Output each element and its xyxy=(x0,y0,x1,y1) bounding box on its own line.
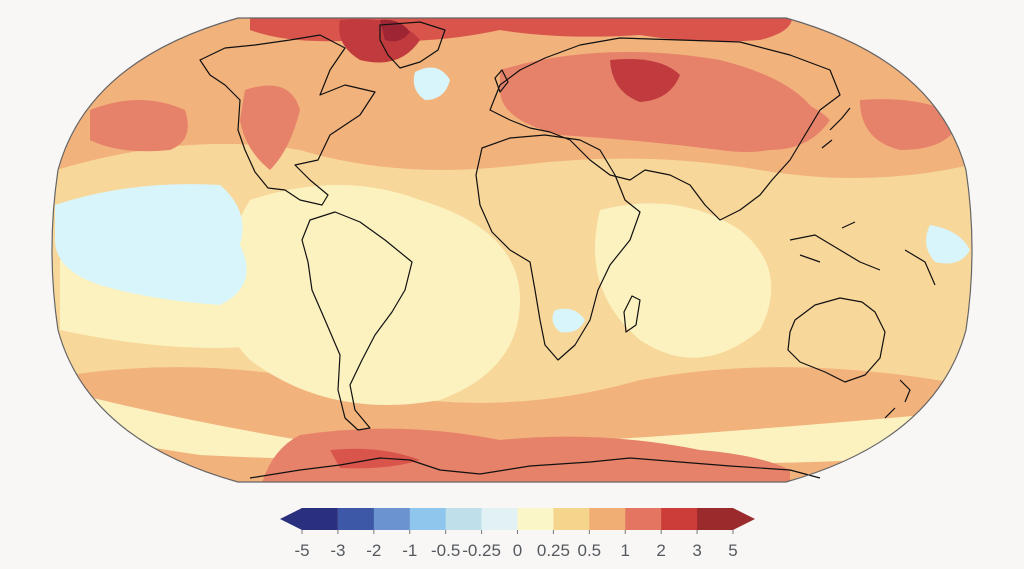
colorbar-segment xyxy=(409,508,447,530)
uk-coast xyxy=(494,69,509,93)
field-pacific-cool xyxy=(55,184,247,305)
colorbar-segment xyxy=(517,508,554,530)
australia-coast xyxy=(787,297,886,383)
colorbar-tick-label: 0.25 xyxy=(536,541,570,560)
colorbar-segment xyxy=(661,508,698,530)
colorbar-segment xyxy=(373,508,411,530)
map-frame xyxy=(51,17,973,483)
madagascar-coast xyxy=(623,295,641,333)
field-indian-neutral xyxy=(595,203,772,358)
colorbar-segment xyxy=(697,508,755,530)
color-legend: -5 -3 -2 -1 -0.5 -0.25 0 0.25 0.5 1 2 3 5 xyxy=(280,505,755,565)
colorbar-tick-label: -2 xyxy=(366,541,382,560)
new-zealand-coast xyxy=(884,379,911,419)
field-antarctic-hot xyxy=(260,428,790,482)
colorbar-tick-label: -3 xyxy=(330,541,346,560)
field-canada-hot xyxy=(240,85,300,170)
colorbar-segment xyxy=(337,508,375,530)
africa-coast xyxy=(475,134,641,361)
eurasia-coast xyxy=(489,37,841,221)
coastlines xyxy=(199,21,936,479)
colorbar-segment xyxy=(589,508,626,530)
field-siberia-hottest xyxy=(610,59,680,102)
north-america-coast xyxy=(199,34,376,206)
field-nwpacific-hot xyxy=(860,99,960,150)
colorbar-tick-label: 5 xyxy=(728,541,738,560)
colorbar-tick-label: -0.25 xyxy=(462,541,501,560)
indonesia-coast xyxy=(789,221,936,286)
colorbar-tick-label: -5 xyxy=(294,541,310,560)
colorbar-tick-label: 1 xyxy=(620,541,630,560)
greenland-coast xyxy=(379,21,446,69)
field-eastasia-hot xyxy=(740,97,830,150)
anomaly-field xyxy=(52,18,972,482)
colorbar-segment xyxy=(445,508,483,530)
field-extreme-core xyxy=(380,19,410,42)
field-north-atlantic-cool xyxy=(413,67,450,100)
field-eurasia-hot xyxy=(500,52,820,152)
colorbar-tick-label: -0.5 xyxy=(431,541,461,560)
colorbar-segment xyxy=(280,508,338,530)
colorbar-tick-label: 0 xyxy=(512,541,523,560)
japan-coast xyxy=(821,107,851,149)
field-west-pacific-cool xyxy=(926,225,970,264)
field-npacific-hot xyxy=(90,100,188,152)
colorbar-tick-label: 2 xyxy=(656,541,666,560)
colorbar-tick-label: 0.5 xyxy=(577,541,602,560)
field-atlantic-neutral xyxy=(220,185,520,405)
colorbar-tick-label: -1 xyxy=(402,541,418,560)
colorbar-segment xyxy=(481,508,518,530)
colorbar xyxy=(280,508,755,534)
colorbar-tick-label: 3 xyxy=(692,541,702,560)
colorbar-segment xyxy=(625,508,662,530)
south-america-coast xyxy=(301,211,413,431)
field-south-africa-cool xyxy=(552,308,585,333)
colorbar-segment xyxy=(553,508,590,530)
antarctica-coast xyxy=(249,457,821,479)
